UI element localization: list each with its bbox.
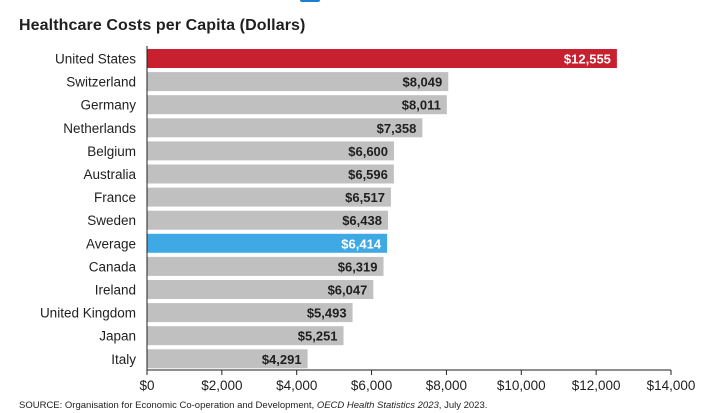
source-publication: OECD Health Statistics 2023 bbox=[316, 400, 439, 411]
value-label-united-kingdom: $5,493 bbox=[307, 306, 347, 321]
x-tick-label: $4,000 bbox=[276, 378, 317, 393]
x-tick-label: $14,000 bbox=[647, 378, 696, 393]
category-label-average: Average bbox=[86, 236, 136, 251]
category-label-australia: Australia bbox=[83, 167, 136, 182]
bar-united-states bbox=[147, 49, 617, 68]
category-label-belgium: Belgium bbox=[87, 144, 136, 159]
category-label-united-states: United States bbox=[55, 52, 136, 67]
value-label-germany: $8,011 bbox=[402, 98, 441, 113]
header-accent-fragment bbox=[300, 0, 320, 2]
bar-germany bbox=[147, 95, 447, 115]
value-label-switzerland: $8,049 bbox=[402, 75, 442, 90]
category-label-switzerland: Switzerland bbox=[66, 75, 136, 90]
category-label-ireland: Ireland bbox=[95, 283, 136, 298]
value-label-italy: $4,291 bbox=[262, 352, 302, 367]
value-label-ireland: $6,047 bbox=[328, 283, 368, 298]
x-tick-label: $2,000 bbox=[201, 378, 242, 393]
chart-title: Healthcare Costs per Capita (Dollars) bbox=[19, 17, 306, 34]
bar-sweden bbox=[147, 210, 388, 230]
bar-netherlands bbox=[147, 118, 423, 138]
category-label-sweden: Sweden bbox=[87, 213, 136, 228]
bar-united-kingdom bbox=[147, 303, 353, 323]
value-label-sweden: $6,438 bbox=[342, 213, 382, 228]
category-label-japan: Japan bbox=[99, 329, 136, 344]
value-label-average: $6,414 bbox=[341, 236, 382, 251]
bar-australia bbox=[147, 164, 394, 184]
x-tick-label: $8,000 bbox=[426, 378, 467, 393]
source-prefix: SOURCE: Organisation for Economic Co-ope… bbox=[19, 400, 317, 411]
category-label-netherlands: Netherlands bbox=[63, 121, 136, 136]
category-label-canada: Canada bbox=[89, 259, 137, 274]
category-label-italy: Italy bbox=[111, 352, 136, 367]
bar-ireland bbox=[147, 280, 374, 299]
source-note: SOURCE: Organisation for Economic Co-ope… bbox=[19, 400, 487, 411]
bar-average bbox=[147, 233, 388, 253]
value-label-canada: $6,319 bbox=[338, 259, 378, 274]
value-label-netherlands: $7,358 bbox=[377, 121, 417, 136]
value-label-united-states: $12,555 bbox=[564, 52, 611, 67]
value-label-australia: $6,596 bbox=[348, 167, 388, 182]
source-suffix: , July 2023. bbox=[438, 400, 488, 411]
category-label-germany: Germany bbox=[80, 98, 136, 113]
x-tick-label: $6,000 bbox=[351, 378, 392, 393]
category-label-united-kingdom: United Kingdom bbox=[40, 306, 136, 321]
bar-canada bbox=[147, 256, 384, 276]
bar-japan bbox=[147, 326, 344, 346]
x-tick-label: $0 bbox=[139, 378, 154, 393]
value-label-france: $6,517 bbox=[345, 190, 385, 205]
x-tick-label: $12,000 bbox=[572, 378, 621, 393]
x-tick-label: $10,000 bbox=[497, 378, 546, 393]
value-label-belgium: $6,600 bbox=[348, 144, 388, 159]
bar-italy bbox=[147, 349, 308, 369]
bar-belgium bbox=[147, 141, 395, 161]
bar-france bbox=[147, 187, 391, 207]
bar-switzerland bbox=[147, 72, 449, 92]
category-label-france: France bbox=[94, 190, 136, 205]
value-label-japan: $5,251 bbox=[298, 329, 338, 344]
